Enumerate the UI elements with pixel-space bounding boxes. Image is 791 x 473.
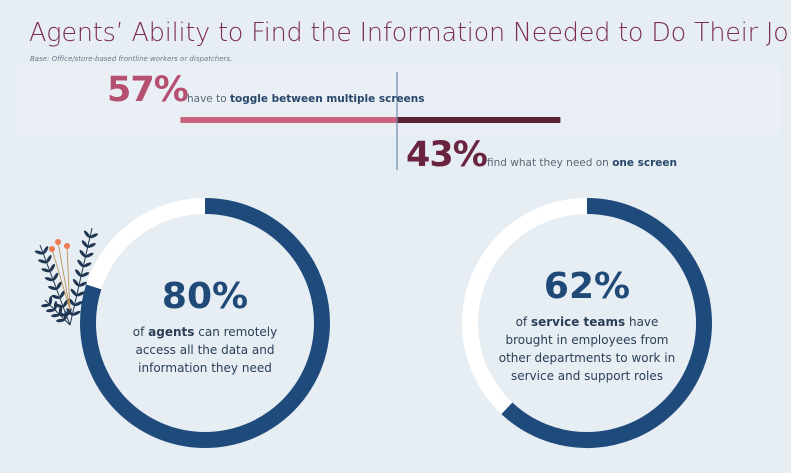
donut-80-desc: of agents can remotely access all the da…	[132, 325, 278, 375]
bar-label-43: 43%	[406, 135, 488, 175]
bar-43	[397, 117, 561, 123]
base-note: Base: Office/store-based frontline worke…	[30, 55, 233, 63]
leaf-plant-icon	[34, 227, 98, 326]
bar-57	[180, 117, 397, 123]
donut-80-value: 80%	[161, 276, 249, 317]
bar-desc-57: have to toggle between multiple screens	[187, 93, 425, 105]
page-title: Agents’ Ability to Find the Information …	[29, 18, 791, 48]
bar-label-57: 57%	[107, 70, 189, 110]
bar-desc-43: find what they need on one screen	[487, 157, 678, 169]
donut-62-arc	[501, 198, 712, 448]
donut-62-value: 62%	[543, 266, 631, 307]
donut-62-text: 62% of service teams have brought in emp…	[492, 266, 682, 385]
donut-80-arc	[80, 198, 330, 448]
donut-80-text: 80% of agents can remotely access all th…	[115, 276, 295, 377]
donut-62-desc: of service teams have brought in employe…	[498, 315, 676, 383]
